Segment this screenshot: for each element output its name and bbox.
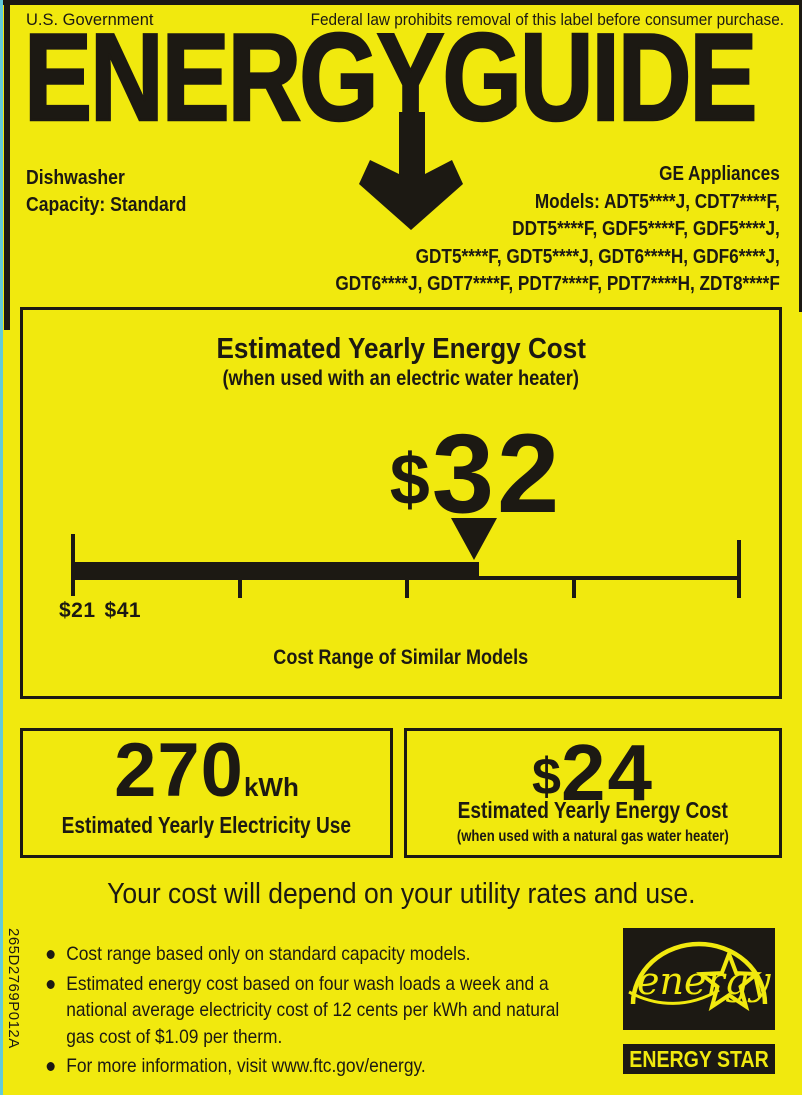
header-row: U.S. Government Federal law prohibits re… [26,11,784,30]
energy-script-text: energy [637,959,771,1003]
footnote-item: Cost range based only on standard capaci… [44,941,578,968]
brand-name: GE Appliances [659,163,780,185]
footnotes-list: Cost range based only on standard capaci… [44,941,644,1083]
kwh-unit: kWh [243,772,299,802]
appliance-type: Dishwasher [26,167,125,189]
cost-range-scale [23,518,779,612]
model-line: GDT5****F, GDT5****J, GDT6****H, GDF6***… [415,245,780,268]
electricity-use-value: 270kWh [23,733,390,809]
left-edge-strip [0,0,3,1095]
cost-section-title: Estimated Yearly Energy Cost [216,333,586,365]
star-icon [695,948,763,1012]
dome-arc-icon [630,941,768,1005]
bullet-icon [46,979,55,989]
gas-cost-amount: 24 [560,728,654,817]
models-block: GE Appliances Models: ADT5****J, CDT7***… [336,161,780,299]
scale-right-end-tick [737,540,741,598]
electricity-use-caption: Estimated Yearly Electricity Use [61,812,352,838]
range-labels: $21 $41 [59,599,150,623]
energy-cost-section: Estimated Yearly Energy Cost (when used … [20,307,782,699]
gas-cost-value: $24 [407,733,779,813]
label-border-top [0,0,802,5]
kwh-number: 270 [114,728,244,813]
scale-range-bar [71,562,479,580]
cost-section-subtitle: (when used with an electric water heater… [222,366,580,391]
label-border-right [799,0,802,312]
down-arrow-icon [359,112,463,230]
range-max-label: $41 [104,599,142,622]
appliance-capacity: Capacity: Standard [26,194,187,216]
bullet-icon [46,950,55,959]
bullet-icon [46,1062,55,1071]
scale-mid-tick [238,580,242,598]
energy-star-banner: ENERGY STAR [623,1044,775,1074]
label-border-left [4,0,10,330]
model-line: GDT6****J, GDT7****F, PDT7****F, PDT7***… [335,273,780,295]
currency-sign: $ [389,440,432,520]
energy-star-emblem: energy [623,928,775,1030]
gas-cost-box: $24 Estimated Yearly Energy Cost (when u… [404,728,782,858]
utility-note: Your cost will depend on your utility ra… [106,878,696,910]
footnote-item: For more information, visit www.ftc.gov/… [44,1053,578,1080]
range-min-label: $21 [59,599,96,622]
gas-cost-caption: Estimated Yearly Energy Cost [457,797,729,823]
product-block: Dishwasher Capacity: Standard [26,165,186,219]
energyguide-logo: ENERGYGUIDE [23,8,758,148]
model-line: Models: ADT5****J, CDT7****F, [534,190,780,213]
yearly-cost-value: $32 [23,418,779,530]
energy-star-logo: energy ENERGY STAR [623,928,775,1074]
cost-pointer-icon [451,518,497,560]
model-line: DDT5****F, GDF5****F, GDF5****J, [512,218,780,240]
scale-mid-tick [572,580,576,598]
range-caption: Cost Range of Similar Models [273,645,529,669]
gas-cost-subcaption: (when used with a natural gas water heat… [457,828,729,845]
label-part-number: 265D2769P012A [5,928,22,1049]
currency-sign: $ [532,748,561,806]
swoosh-icon [628,988,720,1005]
us-government-text: U.S. Government [26,11,154,29]
scale-mid-tick [405,580,409,598]
footnote-item: Estimated energy cost based on four wash… [44,971,578,1051]
electricity-use-box: 270kWh Estimated Yearly Electricity Use [20,728,393,858]
federal-notice-text: Federal law prohibits removal of this la… [310,11,784,29]
cost-amount: 32 [431,411,563,536]
